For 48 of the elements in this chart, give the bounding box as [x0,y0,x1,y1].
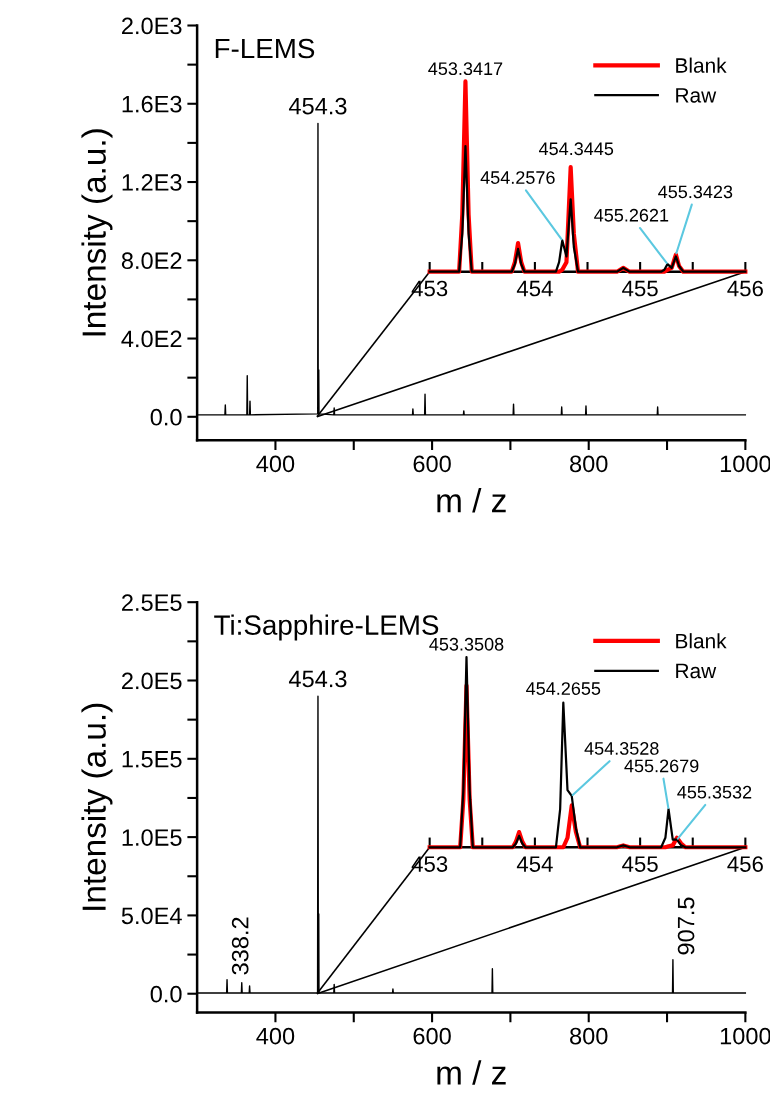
y-axis-title: Intensity (a.u.) [81,703,113,910]
annotation: 454.2576 [480,171,555,184]
x-tick-label: 800 [570,455,608,473]
x-tick-label: 1000 [720,1027,770,1045]
annotation: 338.2 [231,917,249,975]
annotation: 454.3 [288,670,347,688]
x-tick-label: 400 [256,455,295,473]
x-tick-label: 456 [727,280,763,297]
y-tick-label: 2.5E5 [122,594,182,611]
x-tick-label: 600 [413,1027,451,1045]
x-tick-label: 1000 [720,455,770,473]
annotation: 455.2621 [594,208,669,222]
annotation: 907.5 [677,897,695,955]
x-tick-label: 455 [622,856,658,872]
x-tick-label: 400 [256,1027,295,1045]
y-axis-title: Intensity (a.u.) [81,129,113,336]
y-tick-label: 2.0E5 [122,672,182,690]
x-tick-label: 454 [516,280,553,297]
annotation: 454.3528 [584,742,659,755]
y-tick-label: 5.0E4 [121,907,182,925]
x-tick-label: 455 [622,280,658,297]
x-tick-label: 800 [570,1027,608,1045]
legend-label: Raw [676,663,717,679]
y-tick-label: 1.2E3 [122,174,182,191]
x-tick-label: 454 [516,856,553,872]
y-tick-label: 1.5E5 [122,751,182,768]
chart-title: F-LEMS [215,38,315,59]
legend-label: Raw [676,88,717,103]
annotation: 454.2655 [526,682,601,695]
legend-label: Blank [676,57,727,73]
y-tick-label: 8.0E2 [121,252,182,270]
annotation: 455.2679 [624,759,699,773]
annotation: 455.3532 [677,785,752,799]
x-tick-label: 456 [727,856,763,872]
annotation: 453.3417 [428,62,503,76]
annotation: 454.3445 [538,142,614,156]
y-tick-label: 2.0E3 [122,17,182,35]
y-tick-label: 4.0E2 [121,330,182,348]
y-tick-label: 1.6E3 [122,95,182,113]
annotation: 455.3423 [658,185,733,199]
y-tick-label: 0.0 [150,408,182,426]
y-tick-label: 0.0 [150,985,182,1003]
legend-label: Blank [676,633,727,649]
x-axis-title: m / z [437,1060,506,1085]
y-tick-label: 1.0E5 [122,829,182,846]
x-tick-label: 600 [413,455,451,473]
x-axis-title: m / z [437,487,506,513]
annotation: 454.3 [288,97,347,115]
